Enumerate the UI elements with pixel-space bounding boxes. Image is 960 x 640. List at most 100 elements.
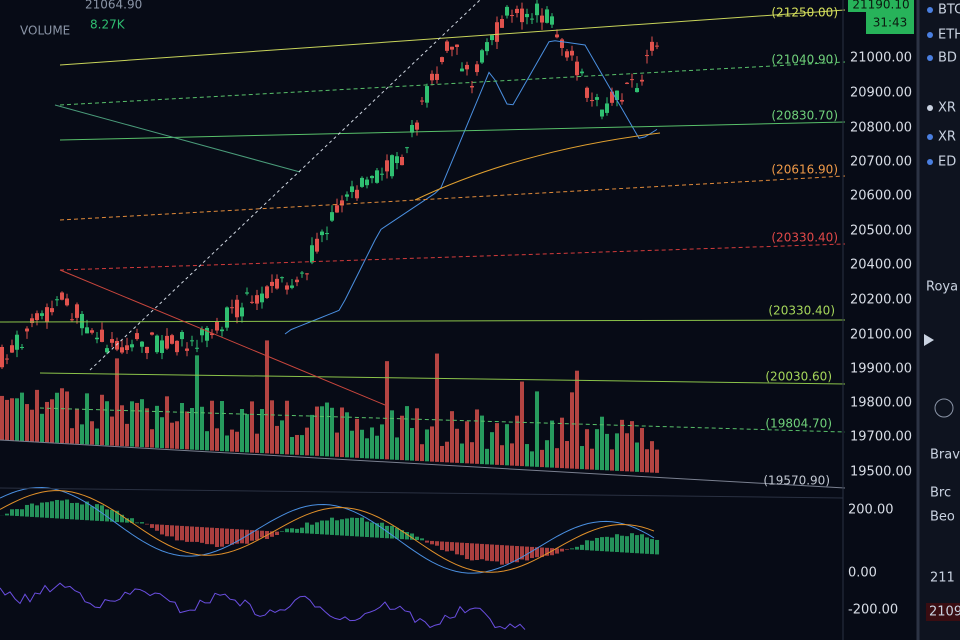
candle-body — [170, 335, 174, 344]
candle-body — [390, 155, 394, 177]
macd-bar — [585, 540, 589, 551]
macd-bar — [185, 526, 189, 542]
level-line — [59, 9, 846, 66]
macd-bar — [550, 548, 554, 556]
play-icon[interactable] — [924, 334, 934, 346]
volume-bar — [5, 399, 9, 441]
candle-body — [160, 340, 164, 353]
macd-bar — [515, 546, 519, 563]
level-line — [39, 407, 846, 433]
candle-body — [290, 285, 294, 288]
volume-bar — [575, 370, 579, 469]
symbol-dot — [927, 55, 933, 61]
sidebar — [918, 0, 960, 640]
candle-body — [385, 160, 389, 172]
candle-body — [55, 299, 59, 301]
candle-body — [125, 345, 129, 351]
candle-body — [370, 175, 374, 179]
candle-body — [80, 313, 84, 329]
candle-body — [25, 328, 29, 332]
macd-bar — [330, 517, 334, 535]
macd-bar — [350, 517, 354, 537]
candle-body — [505, 6, 509, 16]
volume-bar — [600, 416, 604, 471]
candle-body — [105, 348, 109, 353]
macd-bar — [285, 528, 289, 533]
macd-bar — [210, 527, 214, 545]
icon[interactable] — [934, 398, 954, 418]
volume-bar — [35, 389, 39, 442]
candle-body — [335, 205, 339, 213]
symbol[interactable]: XR — [938, 130, 956, 145]
candle-body — [205, 327, 209, 341]
macd-bar — [345, 518, 349, 536]
level-label: (21250.00) — [771, 6, 838, 20]
macd-bar — [10, 509, 14, 516]
candle-body — [555, 34, 559, 38]
level-line — [0, 439, 846, 489]
volume-bar — [300, 435, 304, 456]
macd-bar — [530, 546, 534, 559]
macd-bar — [480, 543, 484, 560]
macd-bar — [170, 525, 174, 537]
candle-body — [155, 335, 159, 353]
macd-bar — [65, 499, 69, 520]
candle-body — [435, 73, 439, 80]
volume-bar — [220, 401, 224, 452]
volume-bar — [655, 449, 659, 473]
candle-body — [570, 50, 574, 56]
volume-bar — [105, 401, 109, 446]
candle-body — [550, 16, 554, 25]
volume-bar — [25, 404, 29, 442]
symbol[interactable]: BTC — [938, 3, 960, 18]
candle-body — [180, 332, 184, 340]
volume-bar — [340, 407, 344, 458]
volume-bar — [45, 401, 49, 443]
macd-bar — [505, 545, 509, 564]
symbol[interactable]: BD — [938, 51, 957, 66]
level-line — [0, 319, 846, 323]
macd-bar — [575, 546, 579, 550]
volume-bar — [620, 419, 624, 472]
macd-bar — [95, 504, 99, 521]
level-label: (20830.70) — [771, 109, 838, 123]
macd-bar — [485, 544, 489, 561]
level-label: (19570.90) — [763, 474, 830, 488]
volume-bar — [135, 402, 139, 447]
volume-bar — [350, 430, 354, 458]
volume-bar — [400, 415, 404, 461]
candle-body — [90, 330, 94, 333]
macd-bar — [360, 517, 364, 537]
macd-bar — [245, 529, 249, 544]
macd-bar — [180, 525, 184, 541]
candle-body — [450, 46, 454, 50]
macd-bar — [495, 544, 499, 562]
volume-bar — [395, 437, 399, 460]
symbol[interactable]: XR — [938, 101, 956, 116]
candle-body — [35, 313, 39, 321]
macd-bar — [510, 545, 514, 563]
macd-bar — [610, 537, 614, 552]
symbol[interactable]: ETH — [938, 28, 960, 43]
candle-body — [75, 304, 79, 318]
macd-bar — [340, 519, 344, 536]
macd-bar — [275, 531, 279, 536]
volume-bar — [140, 399, 144, 448]
volume-bar — [260, 409, 264, 454]
macd-bar — [165, 525, 169, 537]
symbol[interactable]: ED — [938, 155, 956, 170]
candle-body — [630, 79, 634, 81]
macd-bar — [645, 537, 649, 554]
candle-body — [540, 15, 544, 23]
candle-body — [600, 109, 604, 117]
macd-bar — [5, 513, 9, 516]
macd-bar — [335, 520, 339, 536]
price-badge — [926, 603, 960, 621]
volume-bar — [310, 414, 314, 456]
price-tick: 19800.00 — [850, 396, 912, 411]
candle-body — [120, 347, 124, 353]
candle-body — [165, 335, 169, 349]
volume-bar — [215, 428, 219, 451]
candle-body — [150, 332, 154, 335]
macd-bar — [395, 527, 399, 539]
